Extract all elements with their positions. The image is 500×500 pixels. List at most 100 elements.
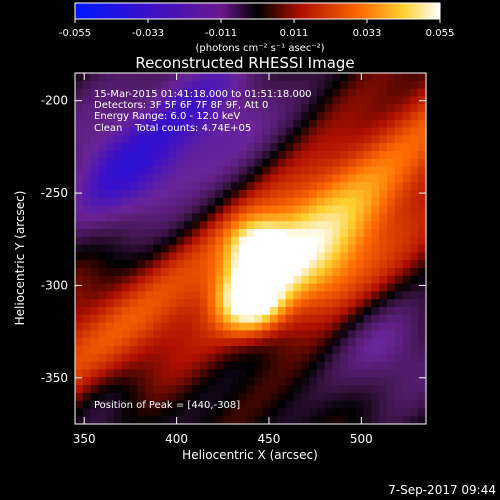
heatmap-cell	[129, 119, 138, 129]
heatmap-cell	[184, 127, 193, 136]
heatmap-cell	[293, 400, 302, 409]
heatmap-cell	[410, 190, 419, 199]
heatmap-cell	[238, 400, 248, 409]
heatmap-cell	[348, 252, 357, 261]
heatmap-cell	[324, 104, 333, 113]
heatmap-cell	[199, 119, 209, 129]
heatmap-cell	[324, 88, 333, 97]
heatmap-cell	[223, 236, 232, 246]
heatmap-cell	[129, 408, 138, 417]
heatmap-cell	[355, 88, 365, 97]
heatmap-cell	[277, 361, 287, 370]
heatmap-cell	[379, 377, 388, 386]
heatmap-cell	[246, 400, 255, 409]
heatmap-cell	[160, 104, 170, 113]
heatmap-cell	[207, 291, 216, 300]
heatmap-cell	[98, 112, 107, 121]
heatmap-cell	[301, 346, 310, 355]
heatmap-cell	[90, 182, 99, 191]
heatmap-cell	[340, 236, 349, 246]
heatmap-cell	[192, 369, 201, 378]
heatmap-cell	[293, 190, 302, 199]
heatmap-cell	[192, 205, 201, 214]
heatmap-cell	[238, 314, 248, 324]
heatmap-cell	[90, 213, 99, 222]
axis-ticks: 350 400 450 500-200-250-300-350	[41, 73, 426, 446]
heatmap-cell	[231, 299, 240, 308]
heatmap-cell	[324, 197, 333, 207]
heatmap-cell	[75, 213, 84, 222]
heatmap-cell	[129, 88, 138, 97]
heatmap-cell	[394, 96, 404, 105]
heatmap-cell	[246, 307, 255, 316]
heatmap-cell	[348, 151, 357, 160]
heatmap-cell	[410, 260, 419, 269]
heatmap-cell	[418, 244, 427, 253]
heatmap-cell	[246, 244, 255, 253]
heatmap-cell	[348, 314, 357, 324]
heatmap-cell	[324, 174, 333, 183]
heatmap-cell	[114, 353, 123, 363]
heatmap-cell	[410, 104, 419, 113]
heatmap-cell	[121, 369, 131, 378]
heatmap-cell	[106, 353, 115, 363]
heatmap-cell	[231, 96, 240, 105]
heatmap-cell	[145, 275, 154, 285]
heatmap-cell	[348, 400, 357, 409]
heatmap-cell	[184, 213, 193, 222]
heatmap-cell	[293, 88, 302, 97]
heatmap-cell	[340, 158, 349, 168]
heatmap-cell	[254, 236, 263, 246]
heatmap-cell	[184, 260, 193, 269]
heatmap-cell	[402, 275, 411, 285]
heatmap-cell	[394, 119, 404, 129]
heatmap-cell	[129, 190, 138, 199]
heatmap-cell	[309, 174, 318, 183]
heatmap-cell	[215, 260, 224, 269]
heatmap-cell	[238, 197, 248, 207]
heatmap-cell	[270, 127, 279, 136]
heatmap-cell	[355, 96, 365, 105]
heatmap-cell	[402, 80, 411, 90]
heatmap-cell	[82, 135, 92, 144]
heatmap-cell	[114, 166, 123, 175]
heatmap-cell	[355, 104, 365, 113]
heatmap-cell	[137, 166, 146, 175]
heatmap-cell	[277, 346, 287, 355]
heatmap-cell	[410, 346, 419, 355]
heatmap-cell	[363, 314, 372, 324]
heatmap-cell	[90, 88, 99, 97]
heatmap-cell	[285, 385, 294, 394]
heatmap-cell	[137, 112, 146, 121]
heatmap-cell	[301, 338, 310, 347]
heatmap-cell	[254, 213, 263, 222]
heatmap-cell	[207, 96, 216, 105]
heatmap-cell	[363, 213, 372, 222]
heatmap-cell	[207, 314, 216, 324]
heatmap-cell	[238, 385, 248, 394]
heatmap-cell	[223, 307, 232, 316]
heatmap-cell	[199, 205, 209, 214]
heatmap-cell	[402, 338, 411, 347]
heatmap-cell	[262, 174, 271, 183]
heatmap-cell	[246, 314, 255, 324]
heatmap-cell	[332, 166, 341, 175]
heatmap-cell	[121, 229, 131, 238]
heatmap-cell	[394, 205, 404, 214]
heatmap-cell	[410, 73, 419, 82]
heatmap-cell	[231, 112, 240, 121]
heatmap-cell	[106, 205, 115, 214]
heatmap-cell	[270, 151, 279, 160]
heatmap-cell	[355, 158, 365, 168]
heatmap-cell	[199, 416, 209, 425]
heatmap-cell	[262, 314, 271, 324]
heatmap-cell	[301, 221, 310, 230]
heatmap-cell	[363, 236, 372, 246]
heatmap-cell	[90, 314, 99, 324]
heatmap-cell	[340, 322, 349, 331]
heatmap-cell	[176, 400, 185, 409]
heatmap-cell	[371, 353, 380, 363]
heatmap-cell	[332, 127, 341, 136]
heatmap-cell	[129, 314, 138, 324]
heatmap-cell	[301, 322, 310, 331]
